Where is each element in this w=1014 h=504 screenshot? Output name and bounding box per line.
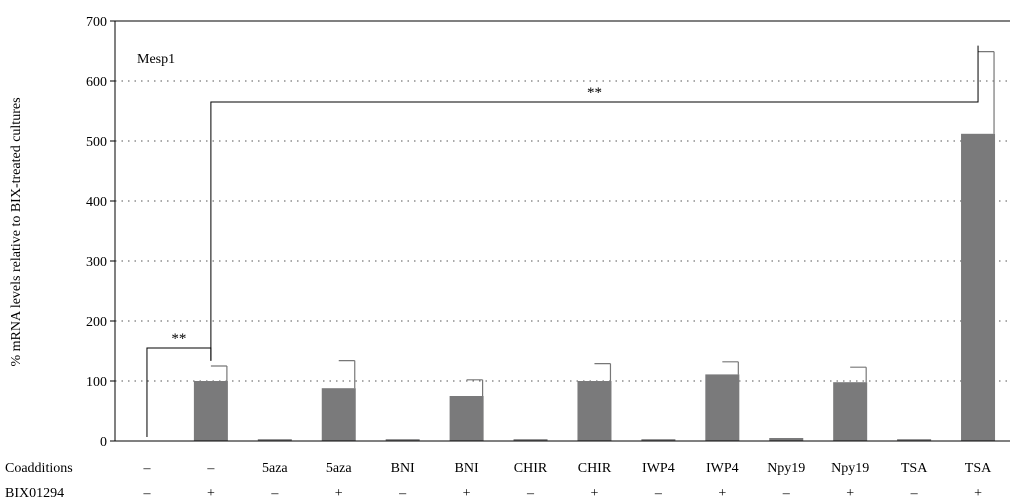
coaddition-cell: TSA	[901, 461, 928, 476]
significance-bracket	[210, 45, 979, 361]
y-tick-label: 0	[100, 435, 107, 450]
bix01294-cell: +	[591, 486, 599, 501]
bix01294-cell: –	[142, 486, 151, 501]
bix01294-cell: +	[463, 486, 471, 501]
bar	[449, 396, 484, 441]
y-tick-label: 400	[86, 195, 107, 210]
bar	[833, 382, 868, 441]
coaddition-cell: IWP4	[706, 461, 739, 476]
coaddition-cell: Npy19	[831, 461, 869, 476]
coaddition-cell: CHIR	[578, 461, 612, 476]
y-tick-label: 300	[86, 255, 107, 270]
coaddition-cell: TSA	[965, 461, 992, 476]
bar	[897, 439, 932, 441]
bar	[257, 439, 292, 441]
coaddition-cell: 5aza	[262, 461, 288, 476]
gene-annotation: Mesp1	[137, 52, 175, 67]
bar	[961, 133, 996, 442]
bar	[193, 381, 228, 441]
coaddition-cell: BNI	[391, 461, 415, 476]
bix01294-row-label: BIX01294	[5, 486, 64, 501]
bix01294-cell: –	[270, 486, 279, 501]
significance-group: ** **	[146, 45, 979, 437]
coaddition-cell: IWP4	[642, 461, 675, 476]
bar	[385, 439, 420, 441]
significance-label: **	[587, 85, 602, 101]
bar	[513, 439, 548, 441]
bix01294-cell: –	[654, 486, 663, 501]
bars-group	[193, 133, 996, 442]
y-tick-label: 200	[86, 315, 107, 330]
coaddition-cell: BNI	[455, 461, 479, 476]
coaddition-cell: CHIR	[514, 461, 548, 476]
bar	[769, 438, 804, 441]
bix01294-cell: –	[526, 486, 535, 501]
y-axis-label: % mRNA levels relative to BIX-treated cu…	[9, 97, 24, 366]
y-tick-label: 700	[86, 15, 107, 30]
coadditions-row-label: Coadditions	[5, 461, 73, 476]
y-tick-label: 500	[86, 135, 107, 150]
axes-group	[110, 20, 1010, 442]
y-tick-labels: 0 100 200 300 400 500 600 700	[86, 15, 107, 450]
gridlines	[115, 80, 1010, 382]
error-bars-group	[210, 50, 995, 396]
bar	[705, 374, 740, 441]
bar	[321, 388, 356, 441]
coaddition-cell: Npy19	[767, 461, 805, 476]
coaddition-cell: –	[206, 461, 215, 476]
treatment-table: Coadditions – – 5aza 5aza BNI BNI CHIR CHIR IWP4 I…	[5, 461, 992, 501]
bix01294-cell: +	[974, 486, 982, 501]
bix01294-cell: +	[335, 486, 343, 501]
bix01294-cell: –	[398, 486, 407, 501]
bar	[641, 439, 676, 441]
bix01294-cell: +	[718, 486, 726, 501]
bar	[577, 381, 612, 441]
bix01294-cell: –	[782, 486, 791, 501]
bix01294-cell: +	[846, 486, 854, 501]
bix01294-cell: +	[207, 486, 215, 501]
significance-label: **	[171, 331, 186, 347]
coaddition-cell: 5aza	[326, 461, 352, 476]
bix01294-cell: –	[910, 486, 919, 501]
y-tick-label: 100	[86, 375, 107, 390]
coaddition-cell: –	[142, 461, 151, 476]
y-tick-label: 600	[86, 75, 107, 90]
